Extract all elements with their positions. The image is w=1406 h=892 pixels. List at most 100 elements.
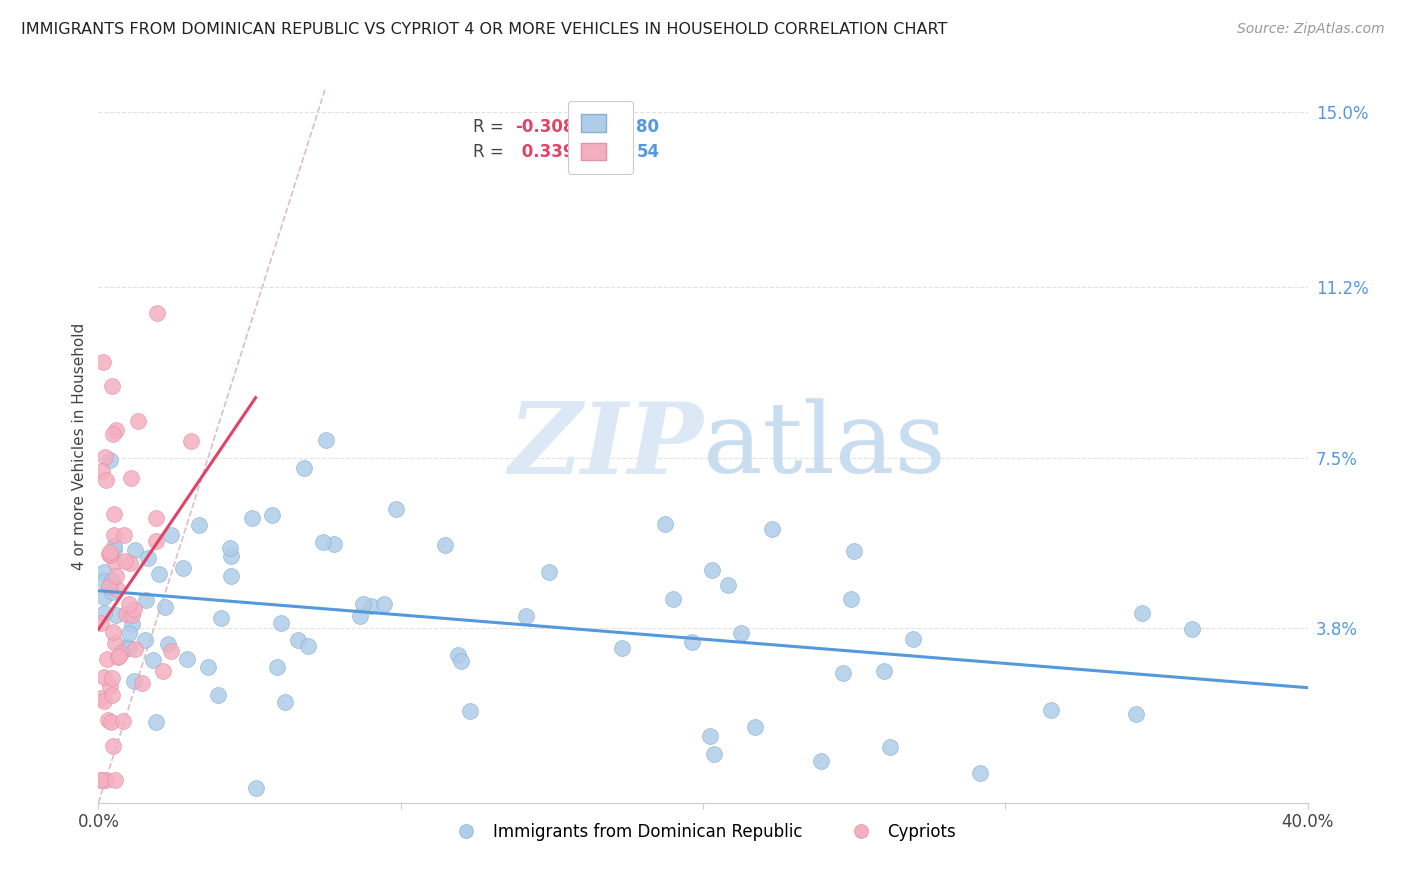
Point bbox=[969, 765, 991, 780]
Point bbox=[287, 632, 309, 647]
Point bbox=[135, 592, 157, 607]
Point bbox=[136, 551, 159, 566]
Point bbox=[103, 625, 125, 640]
Point bbox=[105, 607, 128, 622]
Point bbox=[240, 510, 263, 524]
Point bbox=[96, 473, 118, 487]
Point bbox=[101, 739, 124, 753]
Point bbox=[118, 625, 141, 640]
Point bbox=[744, 719, 766, 733]
Point bbox=[188, 518, 211, 533]
Point bbox=[93, 565, 115, 579]
Point bbox=[118, 556, 141, 570]
Point bbox=[105, 568, 128, 582]
Point bbox=[131, 676, 153, 690]
Point bbox=[103, 542, 125, 557]
Point bbox=[879, 740, 901, 755]
Point bbox=[730, 626, 752, 640]
Point bbox=[654, 516, 676, 531]
Point bbox=[873, 664, 896, 678]
Text: N =: N = bbox=[588, 118, 636, 136]
Point bbox=[145, 714, 167, 729]
Point bbox=[96, 713, 118, 727]
Text: ZIP: ZIP bbox=[508, 398, 703, 494]
Point bbox=[97, 547, 120, 561]
Point bbox=[433, 538, 456, 552]
Point bbox=[297, 639, 319, 653]
Point bbox=[312, 534, 335, 549]
Point bbox=[98, 545, 121, 559]
Text: R =: R = bbox=[474, 143, 509, 161]
Point bbox=[349, 609, 371, 624]
Point bbox=[373, 597, 395, 611]
Text: -0.308: -0.308 bbox=[516, 118, 575, 136]
Text: 0.339: 0.339 bbox=[516, 143, 574, 161]
Point bbox=[108, 649, 131, 664]
Point bbox=[100, 585, 122, 599]
Point bbox=[105, 582, 128, 597]
Point bbox=[110, 646, 132, 660]
Point bbox=[537, 565, 560, 579]
Point bbox=[105, 423, 128, 437]
Point bbox=[145, 534, 167, 549]
Point bbox=[176, 652, 198, 666]
Point bbox=[315, 433, 337, 447]
Point bbox=[155, 600, 177, 615]
Text: 54: 54 bbox=[637, 143, 659, 161]
Point bbox=[98, 579, 121, 593]
Point bbox=[124, 673, 146, 688]
Point bbox=[90, 615, 112, 630]
Point bbox=[219, 549, 242, 563]
Point bbox=[98, 548, 121, 562]
Point bbox=[197, 660, 219, 674]
Point bbox=[90, 464, 112, 478]
Point bbox=[101, 379, 124, 393]
Point bbox=[703, 747, 725, 762]
Point bbox=[90, 772, 112, 787]
Point bbox=[903, 632, 925, 646]
Point bbox=[360, 599, 382, 614]
Point bbox=[218, 541, 240, 556]
Point bbox=[91, 355, 114, 369]
Point bbox=[94, 772, 117, 787]
Point bbox=[118, 641, 141, 656]
Point bbox=[270, 615, 292, 630]
Point bbox=[100, 715, 122, 730]
Point bbox=[160, 527, 183, 541]
Point bbox=[101, 688, 124, 702]
Legend: Immigrants from Dominican Republic, Cypriots: Immigrants from Dominican Republic, Cypr… bbox=[443, 817, 963, 848]
Point bbox=[115, 607, 138, 621]
Point bbox=[1181, 623, 1204, 637]
Text: atlas: atlas bbox=[703, 398, 946, 494]
Point bbox=[104, 555, 127, 569]
Point bbox=[172, 561, 194, 575]
Point bbox=[93, 694, 115, 708]
Point bbox=[145, 511, 167, 525]
Point bbox=[122, 602, 145, 616]
Point bbox=[1130, 606, 1153, 620]
Text: Source: ZipAtlas.com: Source: ZipAtlas.com bbox=[1237, 22, 1385, 37]
Point bbox=[93, 606, 115, 620]
Point bbox=[207, 688, 229, 702]
Point bbox=[120, 471, 142, 485]
Point bbox=[124, 542, 146, 557]
Point bbox=[111, 714, 134, 728]
Point bbox=[103, 507, 125, 521]
Point bbox=[98, 452, 121, 467]
Point bbox=[842, 543, 865, 558]
Point bbox=[121, 608, 143, 623]
Point bbox=[93, 574, 115, 588]
Point bbox=[94, 450, 117, 465]
Point bbox=[385, 501, 408, 516]
Point bbox=[118, 597, 141, 611]
Point bbox=[100, 672, 122, 686]
Point bbox=[101, 427, 124, 442]
Point bbox=[180, 434, 202, 448]
Point bbox=[93, 590, 115, 604]
Point bbox=[160, 644, 183, 658]
Point bbox=[156, 637, 179, 651]
Point bbox=[152, 664, 174, 678]
Point bbox=[352, 597, 374, 611]
Point bbox=[612, 640, 634, 655]
Point bbox=[832, 666, 855, 681]
